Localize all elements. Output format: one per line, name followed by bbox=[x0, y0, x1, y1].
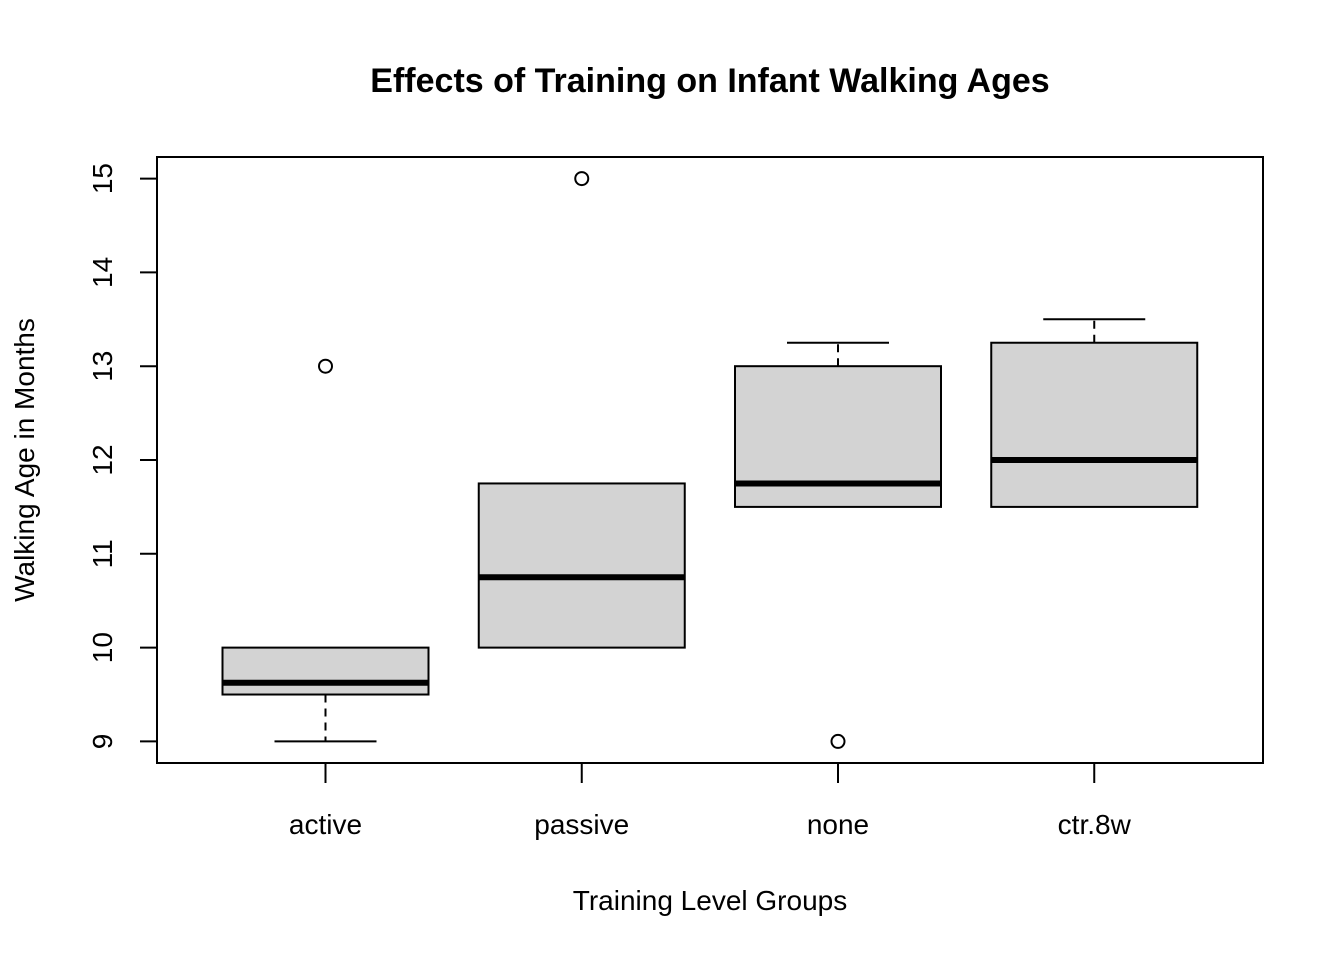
y-axis: 9 10 11 12 13 14 15 bbox=[87, 163, 158, 750]
outlier-point bbox=[830, 733, 846, 749]
chart-title: Effects of Training on Infant Walking Ag… bbox=[370, 62, 1049, 100]
x-axis-label: Training Level Groups bbox=[573, 885, 847, 916]
box-iqr bbox=[990, 341, 1199, 508]
y-tick-label: 10 bbox=[87, 632, 118, 663]
y-tick-label: 15 bbox=[87, 163, 118, 194]
x-tick-label: passive bbox=[534, 809, 629, 840]
y-axis-label: Walking Age in Months bbox=[9, 318, 40, 602]
boxes bbox=[221, 171, 1199, 749]
y-tick-label: 9 bbox=[87, 734, 118, 750]
y-tick-label: 12 bbox=[87, 444, 118, 475]
box-group-passive bbox=[477, 171, 686, 649]
outlier-point bbox=[318, 358, 333, 374]
y-tick-label: 14 bbox=[87, 257, 118, 288]
box-group-ctr-8w bbox=[990, 318, 1199, 508]
box-iqr bbox=[221, 646, 430, 696]
box-group-none bbox=[734, 341, 942, 749]
y-tick-label: 11 bbox=[87, 539, 118, 568]
box-iqr bbox=[477, 482, 686, 649]
x-axis: active passive none ctr.8w bbox=[289, 762, 1132, 840]
x-tick-label: none bbox=[807, 809, 869, 840]
box-group-active bbox=[221, 358, 430, 743]
outlier-point bbox=[574, 171, 590, 187]
x-tick-label: ctr.8w bbox=[1058, 809, 1132, 840]
x-tick-label: active bbox=[289, 809, 362, 840]
y-tick-label: 13 bbox=[87, 351, 118, 382]
